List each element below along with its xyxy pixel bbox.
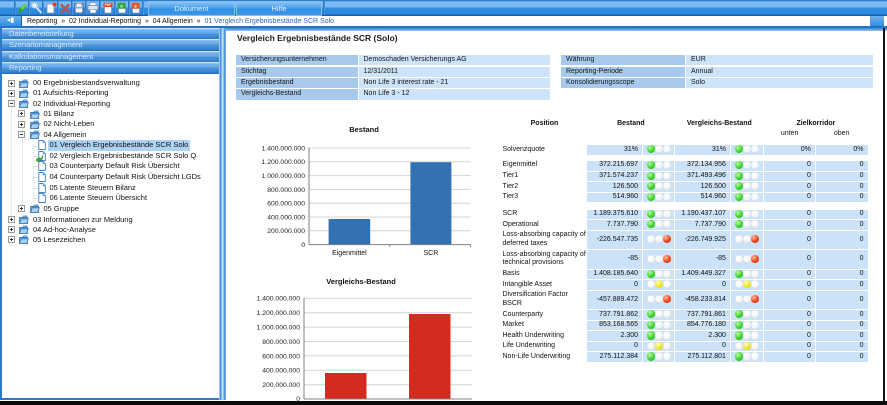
svg-text:1.400.000.000: 1.400.000.000 (257, 296, 301, 303)
svg-text:200.000.000: 200.000.000 (267, 228, 305, 235)
svg-text:Eigenmittel: Eigenmittel (332, 250, 367, 257)
svg-text:1.200.000.000: 1.200.000.000 (262, 159, 306, 166)
svg-text:600.000.000: 600.000.000 (262, 353, 300, 360)
svg-text:1.400.000.000: 1.400.000.000 (262, 145, 306, 152)
svg-text:SCR: SCR (424, 250, 439, 257)
svg-text:800.000.000: 800.000.000 (267, 187, 305, 194)
svg-text:s: s (134, 4, 137, 9)
svg-text:1.000.000.000: 1.000.000.000 (262, 173, 306, 180)
svg-text:1.000.000.000: 1.000.000.000 (257, 325, 301, 332)
svg-text:1.200.000.000: 1.200.000.000 (257, 310, 301, 317)
svg-text:200.000.000: 200.000.000 (262, 382, 300, 389)
svg-text:0: 0 (296, 396, 300, 402)
svg-text:Vergleichs-Bestand: Vergleichs-Bestand (326, 277, 396, 286)
svg-text:x: x (120, 4, 123, 9)
svg-text:800.000.000: 800.000.000 (262, 339, 300, 346)
svg-text:Bestand: Bestand (349, 125, 379, 134)
svg-text:PDF: PDF (104, 3, 111, 7)
svg-text:0: 0 (301, 242, 305, 249)
svg-text:600.000.000: 600.000.000 (267, 201, 305, 208)
svg-text:400.000.000: 400.000.000 (267, 214, 305, 221)
svg-text:400.000.000: 400.000.000 (262, 368, 300, 375)
